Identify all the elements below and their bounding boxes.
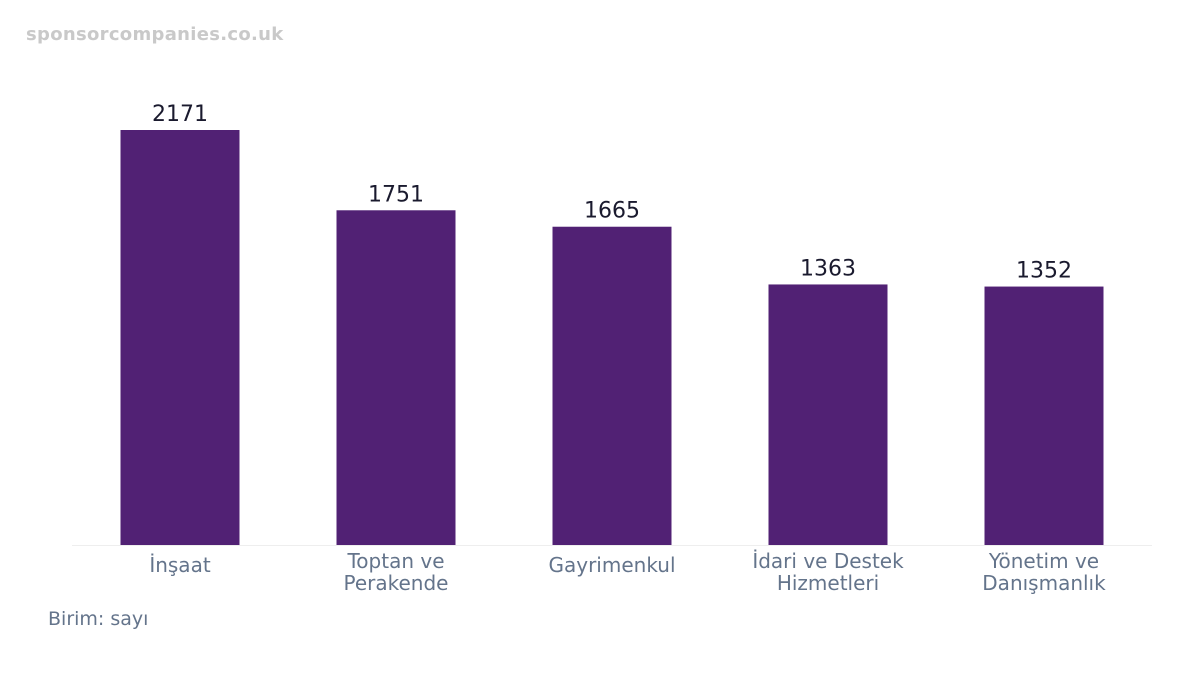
x-tick-label: Toptan ve Perakende <box>344 549 449 595</box>
x-tick-label-line: İnşaat <box>149 553 211 577</box>
bar <box>984 286 1104 545</box>
bar-value-label: 1363 <box>800 256 856 281</box>
x-tick-label: İnşaat <box>149 553 211 577</box>
bar <box>552 226 672 545</box>
x-tick-label-line: Toptan ve <box>346 549 444 573</box>
bar-value-label: 1751 <box>368 182 424 207</box>
x-tick-label: İdari ve Destek Hizmetleri <box>752 549 904 595</box>
x-tick-label-line: İdari ve Destek <box>752 549 904 573</box>
bar-value-label: 1352 <box>1016 259 1072 284</box>
x-tick-label-line: Gayrimenkul <box>548 553 675 577</box>
bar <box>336 210 456 545</box>
watermark: sponsorcompanies.co.uk <box>26 24 284 45</box>
bar <box>768 284 888 545</box>
unit-note: Birim: sayı <box>48 608 149 630</box>
x-tick-label-line: Danışmanlık <box>982 571 1106 595</box>
x-tick-label-line: Yönetim ve <box>988 549 1099 573</box>
x-tick-label: Gayrimenkul <box>548 553 675 577</box>
x-tick-labels-group: İnşaat Toptan ve Perakende Gayrimenkul İdari… <box>149 549 1106 595</box>
bar-value-label: 1665 <box>584 199 640 224</box>
x-tick-label: Yönetim ve Danışmanlık <box>982 549 1106 595</box>
x-tick-label-line: Hizmetleri <box>777 571 879 595</box>
value-labels-group: 2171 1751 1665 1363 1352 <box>152 102 1072 284</box>
bar <box>120 130 240 545</box>
bar-value-label: 2171 <box>152 102 208 127</box>
x-tick-label-line: Perakende <box>344 571 449 595</box>
bars-group <box>120 130 1104 545</box>
